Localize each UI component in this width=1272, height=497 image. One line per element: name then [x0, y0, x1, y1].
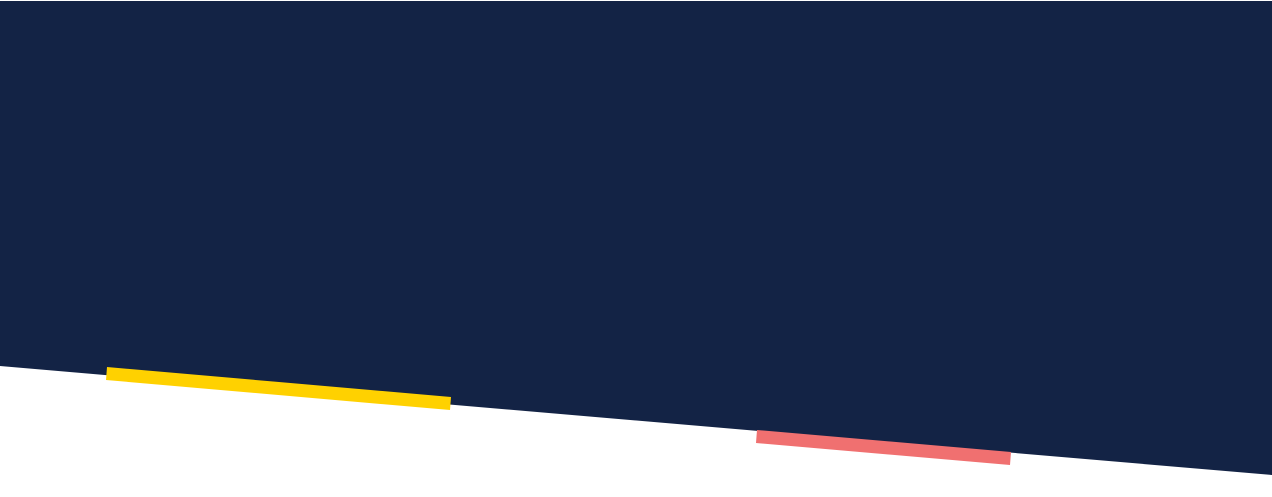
navy-angled-banner	[0, 1, 1272, 475]
yellow-accent-stripe	[106, 367, 451, 410]
coral-accent-stripe	[756, 430, 1011, 465]
